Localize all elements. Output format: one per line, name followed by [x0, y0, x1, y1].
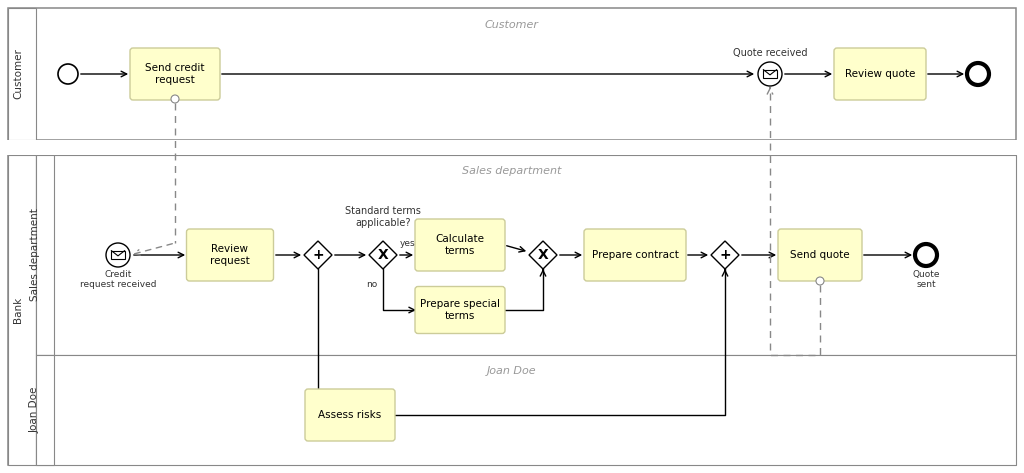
- Text: Sales department: Sales department: [30, 209, 40, 301]
- Text: +: +: [719, 248, 731, 262]
- Text: Joan Doe: Joan Doe: [30, 387, 40, 433]
- Text: X: X: [378, 248, 388, 262]
- Bar: [8, 8, 36, 140]
- Bar: [8, 155, 1016, 465]
- FancyBboxPatch shape: [186, 229, 273, 281]
- Bar: [36, 155, 54, 355]
- Text: Prepare special
terms: Prepare special terms: [420, 299, 500, 321]
- Bar: [8, 155, 36, 465]
- Text: Customer: Customer: [13, 49, 23, 99]
- Polygon shape: [711, 241, 739, 269]
- Bar: [764, 70, 776, 79]
- Circle shape: [915, 244, 937, 266]
- FancyBboxPatch shape: [415, 219, 505, 271]
- Bar: [0, 140, 1024, 155]
- Bar: [8, 8, 1016, 140]
- Text: Review
request: Review request: [210, 244, 250, 266]
- Circle shape: [58, 64, 78, 84]
- FancyBboxPatch shape: [584, 229, 686, 281]
- Text: Send credit
request: Send credit request: [145, 63, 205, 85]
- Text: Calculate
terms: Calculate terms: [435, 234, 484, 256]
- Text: Customer: Customer: [485, 20, 539, 30]
- Text: Joan Doe: Joan Doe: [487, 366, 537, 376]
- Text: Quote received: Quote received: [733, 48, 807, 58]
- Bar: [112, 251, 125, 259]
- Text: Prepare contract: Prepare contract: [592, 250, 679, 260]
- Polygon shape: [369, 241, 397, 269]
- FancyBboxPatch shape: [130, 48, 220, 100]
- Circle shape: [758, 62, 782, 86]
- Text: Sales department: Sales department: [462, 166, 562, 176]
- Text: X: X: [538, 248, 549, 262]
- Circle shape: [171, 95, 179, 103]
- Text: Bank: Bank: [13, 297, 23, 323]
- Text: Standard terms
applicable?: Standard terms applicable?: [345, 206, 421, 228]
- Circle shape: [106, 243, 130, 267]
- FancyBboxPatch shape: [305, 389, 395, 441]
- Bar: [36, 355, 1016, 465]
- Text: yes: yes: [400, 239, 416, 248]
- Text: +: +: [312, 248, 324, 262]
- Text: Quote
sent: Quote sent: [912, 270, 940, 289]
- Circle shape: [967, 63, 989, 85]
- FancyBboxPatch shape: [778, 229, 862, 281]
- Bar: [36, 355, 54, 465]
- Polygon shape: [304, 241, 332, 269]
- Polygon shape: [529, 241, 557, 269]
- Text: no: no: [367, 280, 378, 289]
- Text: Review quote: Review quote: [845, 69, 915, 79]
- Circle shape: [816, 277, 824, 285]
- FancyBboxPatch shape: [415, 287, 505, 333]
- Text: Credit
request received: Credit request received: [80, 270, 157, 289]
- Bar: [36, 155, 1016, 355]
- Text: Send quote: Send quote: [791, 250, 850, 260]
- FancyBboxPatch shape: [834, 48, 926, 100]
- Text: Assess risks: Assess risks: [318, 410, 382, 420]
